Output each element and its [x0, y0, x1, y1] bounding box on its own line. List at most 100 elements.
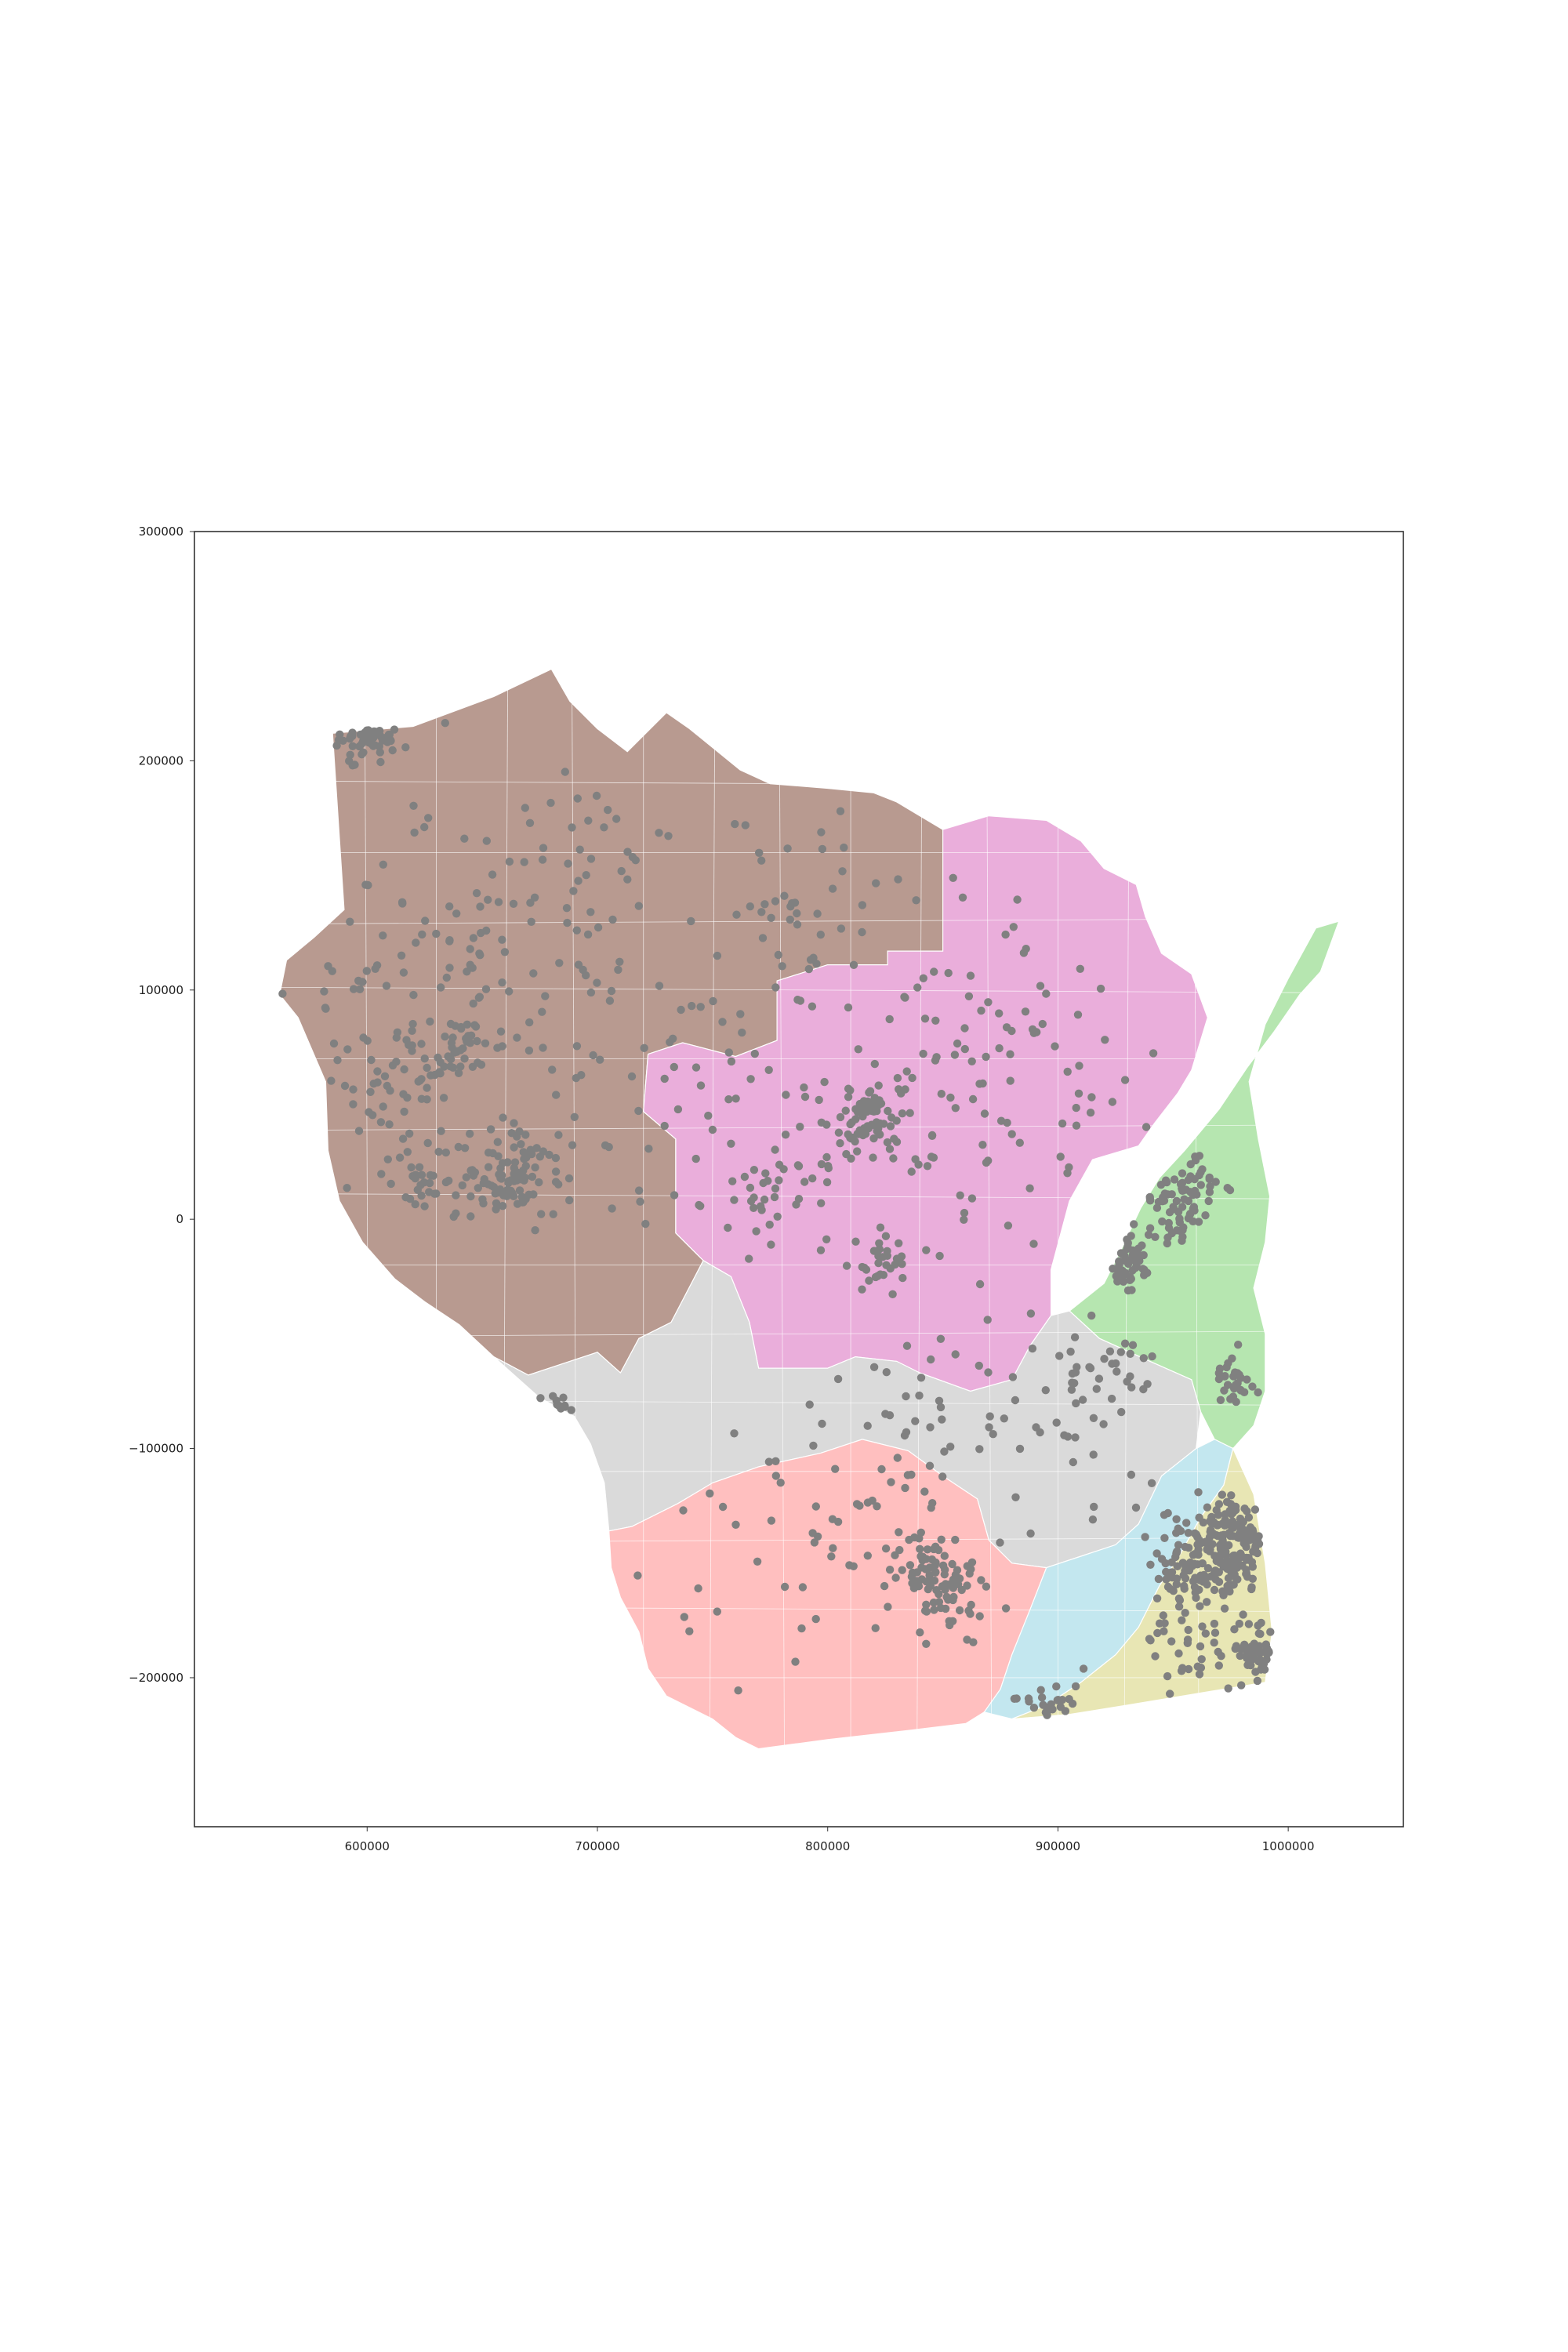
location-point	[1039, 1700, 1047, 1709]
location-point	[336, 730, 344, 739]
location-point	[1254, 1629, 1264, 1638]
location-point	[895, 1085, 903, 1094]
location-point	[781, 1131, 790, 1139]
location-point	[760, 1195, 769, 1204]
location-point	[1126, 1372, 1134, 1381]
location-point	[614, 965, 622, 975]
location-point	[869, 1153, 877, 1162]
location-point	[775, 1176, 783, 1185]
location-point	[889, 1154, 898, 1163]
location-point	[1191, 1573, 1200, 1582]
location-point	[808, 1002, 817, 1011]
location-point	[1228, 1555, 1237, 1564]
location-point	[1067, 1385, 1076, 1394]
location-point	[377, 1170, 386, 1178]
location-point	[1099, 1420, 1108, 1428]
location-point	[1243, 1507, 1251, 1515]
location-point	[1180, 1195, 1189, 1203]
location-point	[1239, 1610, 1247, 1619]
location-point	[885, 1014, 894, 1024]
location-point	[811, 1502, 821, 1511]
location-point	[462, 1173, 470, 1181]
location-point	[513, 1170, 521, 1179]
location-point	[797, 1624, 806, 1633]
location-point	[398, 1134, 408, 1143]
location-point	[724, 1048, 733, 1057]
location-point	[536, 1394, 545, 1403]
location-point	[363, 1036, 372, 1045]
location-point	[524, 1046, 534, 1055]
location-point	[886, 1122, 895, 1131]
location-point	[734, 1686, 742, 1695]
location-point	[458, 1181, 466, 1190]
location-point	[941, 1580, 950, 1588]
location-point	[923, 1545, 932, 1554]
location-point	[980, 1109, 989, 1118]
location-point	[1160, 1511, 1169, 1519]
location-point	[942, 1592, 951, 1602]
location-point	[1166, 1690, 1174, 1698]
location-point	[1142, 1123, 1151, 1131]
location-point	[593, 923, 603, 932]
location-point	[1192, 1593, 1200, 1602]
location-point	[1086, 1364, 1095, 1373]
location-point	[745, 1254, 753, 1263]
location-point	[452, 1191, 460, 1200]
location-point	[1185, 1210, 1195, 1219]
location-point	[1063, 1169, 1072, 1178]
location-point	[928, 1499, 937, 1508]
location-point	[411, 1200, 419, 1209]
location-point	[978, 1141, 987, 1149]
location-point	[408, 1026, 416, 1036]
location-point	[836, 807, 845, 815]
location-point	[786, 915, 794, 924]
location-point	[333, 1056, 342, 1065]
location-point	[1174, 1524, 1182, 1533]
location-point	[1024, 1694, 1033, 1703]
location-point	[434, 1147, 443, 1156]
location-point	[355, 985, 365, 994]
location-point	[538, 1007, 546, 1016]
location-point	[685, 1627, 694, 1635]
location-point	[463, 967, 471, 976]
location-point	[1163, 1239, 1172, 1248]
location-point	[1236, 1651, 1244, 1661]
location-point	[1224, 1684, 1232, 1693]
location-point	[368, 1111, 377, 1120]
location-point	[813, 909, 822, 918]
location-point	[838, 867, 847, 876]
location-point	[752, 1227, 760, 1236]
x-tick-label: 700000	[575, 1839, 619, 1853]
location-point	[1195, 1670, 1204, 1679]
location-point	[1233, 1533, 1242, 1542]
location-point	[940, 1570, 949, 1579]
location-point	[882, 1261, 891, 1269]
location-point	[1025, 1184, 1034, 1192]
location-point	[1143, 1269, 1152, 1277]
location-point	[695, 1200, 703, 1210]
location-point	[828, 884, 837, 893]
location-point	[1041, 1386, 1051, 1395]
location-point	[488, 870, 497, 879]
location-point	[1129, 1249, 1138, 1258]
location-point	[831, 1465, 840, 1473]
location-point	[521, 1131, 530, 1139]
location-point	[935, 1396, 944, 1406]
location-point	[938, 1561, 948, 1570]
location-point	[409, 990, 418, 1000]
location-point	[679, 1506, 688, 1515]
location-point	[1174, 1541, 1183, 1549]
location-point	[528, 1172, 537, 1181]
location-point	[1061, 1707, 1070, 1715]
location-point	[525, 818, 535, 828]
location-point	[466, 1130, 474, 1138]
location-point	[437, 983, 445, 992]
location-point	[1131, 1503, 1141, 1512]
location-point	[466, 1192, 475, 1201]
location-point	[995, 1009, 1004, 1018]
location-point	[507, 1129, 516, 1138]
location-point	[870, 1121, 879, 1130]
location-point	[1227, 1491, 1236, 1500]
location-point	[919, 974, 928, 983]
x-tick-label: 800000	[805, 1839, 850, 1853]
